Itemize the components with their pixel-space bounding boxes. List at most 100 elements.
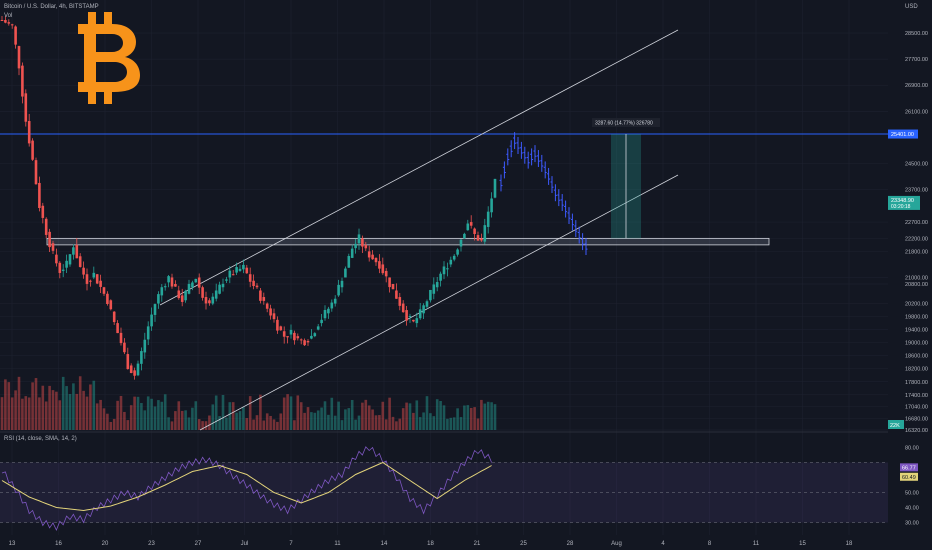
candle-body [191,282,194,288]
price-axis-label: 18600.00 [905,354,928,360]
volume-bar [449,417,453,430]
volume-bar [89,384,92,430]
volume-bar [350,399,354,430]
candle-body [245,267,249,274]
candle-body [388,277,391,288]
candle-body [14,26,17,45]
candle-body [272,313,276,320]
candle-body [282,331,286,337]
candle-body [391,283,395,290]
candle-body [422,305,425,314]
volume-bar [313,412,317,430]
price-axis-label: 22700.00 [905,220,928,226]
volume-bar [320,407,323,430]
volume-bar [486,401,490,430]
volume-bar [85,396,89,430]
volume-bar [119,395,123,430]
candle-body [259,290,262,301]
volume-bar [337,401,340,430]
candle-body [293,332,296,341]
volume-bar [473,407,476,430]
volume-bar [439,400,442,430]
volume-bar [357,415,361,430]
price-label-resistance: 25401.00 [891,132,914,138]
volume-bar [72,383,75,430]
volume-bar [255,415,259,430]
rsi-axis-label: 80.00 [905,446,919,452]
volume-bar [17,376,21,430]
candle-body [415,318,419,324]
candle-body [133,370,136,376]
candle-body [425,301,429,307]
x-tick-label: 25 [520,541,527,547]
candle-body [78,256,82,267]
candle-body [439,273,442,281]
volume-bar [276,421,279,430]
volume-bar [476,418,480,430]
candle-body [248,274,252,282]
x-tick-label: 27 [195,541,202,547]
volume-bar [187,417,191,430]
volume-bar [391,416,395,430]
candle-body [129,365,133,374]
channel-lower-line [199,174,679,431]
volume-bar [235,412,238,430]
volume-bar [435,399,439,430]
candle-body [24,93,28,122]
candle-body [85,274,89,284]
volume-bar [194,401,198,430]
candle-body [174,283,177,287]
candle-body [357,234,361,244]
price-axis-label: 27700.00 [905,57,928,63]
support-zone [46,237,770,246]
price-axis-label: 19800.00 [905,315,928,321]
volume-bar [422,412,425,430]
candle-body [92,272,96,278]
volume-bar [55,391,58,430]
volume-bar [157,400,160,430]
candle-body [316,326,320,330]
volume-bar [48,385,51,430]
price-axis-label: 21000.00 [905,275,928,281]
volume-bar [388,397,391,430]
candle-body [167,276,170,283]
volume-bar [78,376,82,430]
rsi-indicator-label: RSI (14, close, SMA, 14, 2) [4,436,77,442]
volume-badge: 22K [890,423,900,429]
volume-bar [269,415,272,430]
candle-body [160,287,164,296]
candle-body [116,323,119,334]
candle-body [140,351,143,364]
candle-body [374,257,378,263]
candle-body [157,294,160,304]
candle-body [299,339,303,341]
candle-body [238,268,242,271]
volume-bar [289,396,293,430]
volume-bar [299,402,303,430]
volume-bar [58,400,62,430]
price-axis: 28500.00 27700.00 26900.00 26100.00 25401.00… [888,31,928,434]
candle-body [327,308,330,314]
candle-body [405,310,408,321]
candle-body [208,300,211,304]
candle-body [221,283,225,288]
candle-body [75,244,79,259]
volume-bar [218,416,221,430]
candle-body [34,160,38,185]
measure-label-bg [592,118,660,128]
volume-bar [201,421,204,430]
volume-bar [354,419,357,430]
candle-body [51,243,55,251]
measure-label: 3287.60 (14.77%) 326780 [595,121,653,127]
candle-body [89,280,92,282]
candle-body [252,280,255,287]
rsi-value-bg [900,463,918,472]
volume-bar [378,415,381,430]
candle-body [177,290,181,299]
candle-body [276,319,279,331]
candle-body [214,290,218,299]
price-axis-label: 20200.00 [905,302,928,308]
price-axis-label: 28500.00 [905,31,928,37]
candle-body [323,310,327,319]
